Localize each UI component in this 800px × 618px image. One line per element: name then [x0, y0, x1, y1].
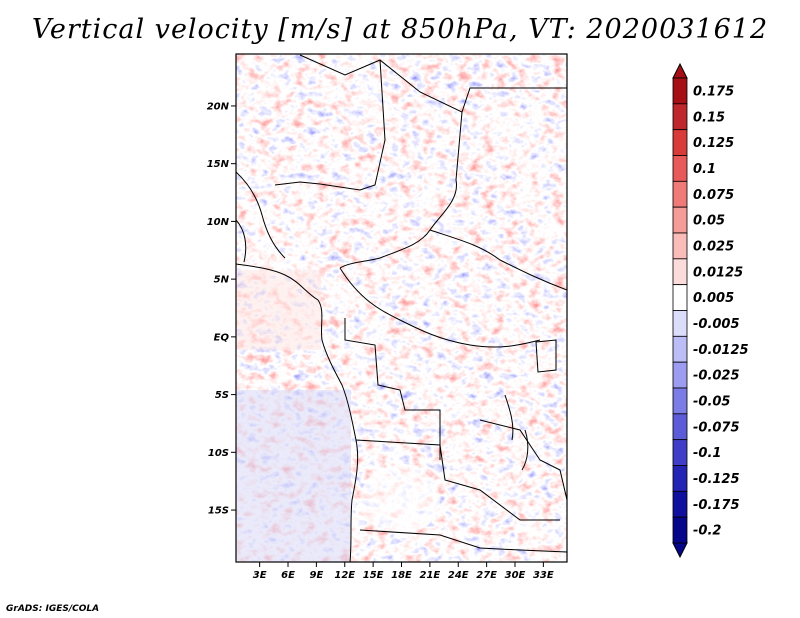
colorbar-swatch [672, 465, 688, 492]
lon-label: 9E [309, 570, 323, 581]
lat-label: 5S [215, 390, 229, 401]
colorbar-level-label: 0.005 [693, 291, 734, 306]
map-title: Vertical velocity [m/s] at 850hPa, VT: 2… [31, 14, 769, 45]
gulf-region [236, 270, 321, 350]
lat-label: 10S [208, 448, 229, 459]
colorbar-level-label: -0.2 [693, 524, 721, 539]
calm-region [360, 465, 440, 535]
colorbar-swatch [672, 258, 688, 286]
colorbar-level-label: -0.025 [693, 369, 740, 384]
colorbar-swatch [672, 361, 688, 389]
lat-label: 20N [207, 101, 230, 112]
colorbar-level-label: -0.005 [693, 317, 740, 332]
colorbar-swatch [672, 103, 688, 131]
lon-label: 3E [253, 570, 267, 581]
lon-label: 15E [363, 570, 384, 581]
colorbar-level-label: -0.175 [693, 498, 740, 513]
lon-label: 6E [281, 570, 295, 581]
lon-label: 18E [391, 570, 412, 581]
latitude-axis: 20N 15N 10N 5N EQ 5S 10S 15S [207, 101, 236, 517]
colorbar-level-label: -0.0125 [693, 343, 749, 358]
colorbar-swatch [672, 310, 688, 337]
colorbar-swatch [672, 155, 688, 182]
lon-label: 24E [448, 570, 469, 581]
colorbar-swatch [672, 516, 688, 544]
colorbar-swatch [672, 413, 688, 441]
colorbar-level-label: -0.075 [693, 420, 740, 435]
colorbar: 0.175 0.15 0.125 0.1 0.075 0.05 0.025 0.0125 0.0… [672, 62, 749, 559]
lat-label: 5N [214, 275, 230, 286]
lat-label: EQ [214, 332, 230, 343]
colorbar-level-label: 0.05 [693, 214, 725, 229]
colorbar-swatch [672, 232, 688, 260]
colorbar-swatch [672, 284, 688, 311]
software-credit: GrADS: IGES/COLA [6, 604, 100, 614]
lon-label: 27E [476, 570, 497, 581]
longitude-axis: 3E 6E 9E 12E 15E 18E 21E 24E 27E 30E 33E [253, 562, 554, 581]
colorbar-swatch [672, 439, 688, 466]
ocean-subsidence-region [236, 390, 351, 562]
colorbar-swatch [672, 387, 688, 415]
lon-label: 12E [334, 570, 355, 581]
coastlines-and-borders [236, 54, 567, 562]
colorbar-swatch [672, 77, 688, 105]
colorbar-level-label: 0.025 [693, 239, 734, 254]
colorbar-level-label: -0.125 [693, 472, 740, 487]
lat-label: 15S [208, 506, 229, 517]
colorbar-swatch [672, 335, 688, 363]
colorbar-level-label: -0.1 [693, 446, 721, 461]
colorbar-swatch [672, 180, 688, 208]
colorbar-level-label: 0.0125 [693, 265, 743, 280]
colorbar-level-label: 0.175 [693, 84, 734, 99]
colorbar-swatch [672, 490, 688, 518]
colorbar-max-arrow [672, 62, 688, 79]
colorbar-swatch [672, 206, 688, 234]
colorbar-level-label: 0.15 [693, 110, 725, 125]
colorbar-level-label: -0.05 [693, 394, 730, 409]
lat-label: 10N [207, 217, 230, 228]
lon-label: 33E [533, 570, 554, 581]
colorbar-level-label: 0.1 [693, 162, 716, 177]
colorbar-min-arrow [672, 542, 688, 559]
lon-label: 30E [505, 570, 526, 581]
lat-label: 15N [207, 159, 230, 170]
colorbar-level-label: 0.125 [693, 136, 734, 151]
lon-label: 21E [419, 570, 440, 581]
colorbar-level-label: 0.075 [693, 188, 734, 203]
colorbar-swatch [672, 129, 688, 156]
